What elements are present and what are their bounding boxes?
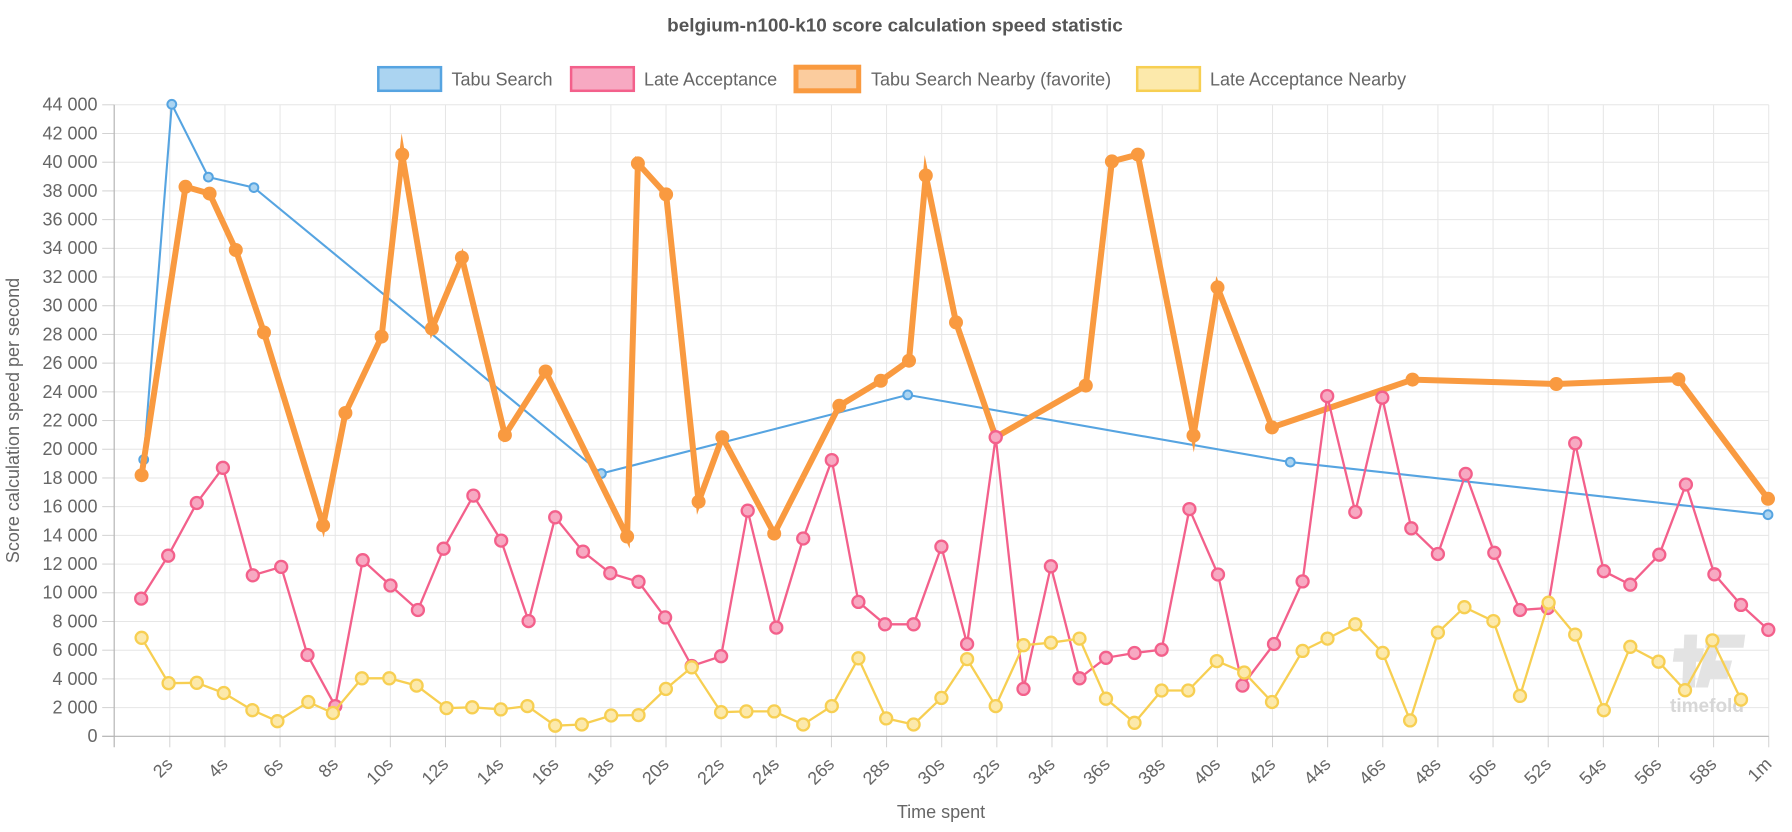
svg-text:36 000: 36 000 [42,210,97,230]
svg-text:18 000: 18 000 [42,468,97,488]
svg-text:4 000: 4 000 [52,669,97,689]
svg-text:32 000: 32 000 [42,267,97,287]
svg-text:12 000: 12 000 [42,554,97,574]
svg-text:30 000: 30 000 [42,296,97,316]
svg-text:16 000: 16 000 [42,497,97,517]
svg-text:timefold: timefold [1670,696,1744,717]
svg-text:34 000: 34 000 [42,238,97,258]
svg-text:28 000: 28 000 [42,324,97,344]
svg-text:26 000: 26 000 [42,353,97,373]
svg-text:Late Acceptance: Late Acceptance [644,70,777,90]
svg-text:10 000: 10 000 [42,583,97,603]
svg-text:44 000: 44 000 [42,95,97,115]
svg-text:14 000: 14 000 [42,525,97,545]
svg-text:Tabu Search Nearby (favorite): Tabu Search Nearby (favorite) [871,70,1111,90]
svg-text:42 000: 42 000 [42,123,97,143]
svg-text:22 000: 22 000 [42,410,97,430]
svg-text:8 000: 8 000 [52,611,97,631]
svg-text:Tabu Search: Tabu Search [452,70,553,90]
svg-text:Time spent: Time spent [897,802,985,822]
svg-text:Score calculation speed per se: Score calculation speed per second [3,278,23,563]
svg-text:0: 0 [87,726,97,746]
svg-text:belgium-n100-k10 score calcula: belgium-n100-k10 score calculation speed… [667,16,1123,37]
svg-text:Late Acceptance Nearby: Late Acceptance Nearby [1210,70,1406,90]
svg-text:6 000: 6 000 [52,640,97,660]
svg-text:38 000: 38 000 [42,181,97,201]
svg-text:2 000: 2 000 [52,698,97,718]
svg-text:20 000: 20 000 [42,439,97,459]
svg-text:24 000: 24 000 [42,382,97,402]
svg-text:40 000: 40 000 [42,152,97,172]
